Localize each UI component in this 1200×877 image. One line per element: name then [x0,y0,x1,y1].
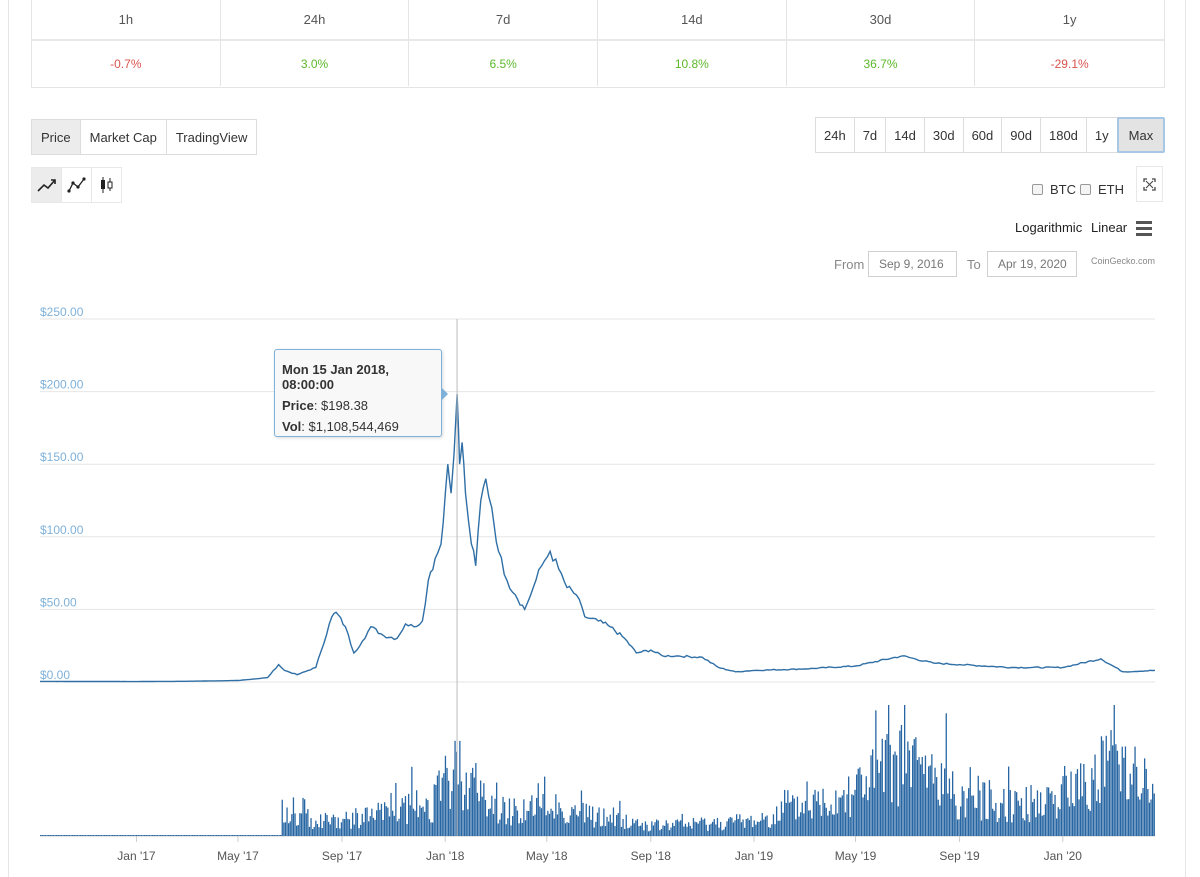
perf-header-24h: 24h [220,0,410,41]
to-label: To [967,257,981,272]
tab-tradingview[interactable]: TradingView [165,119,258,155]
perf-header-1y: 1y [975,0,1164,41]
range-buttons: 24h 7d 14d 30d 60d 90d 180d 1y Max [815,117,1166,153]
tooltip-title: Mon 15 Jan 2018, 08:00:00 [282,362,389,392]
compare-eth-label: ETH [1098,182,1124,197]
hamburger-menu-icon[interactable] [1136,221,1152,236]
perf-value-1h: -0.7% [32,41,221,86]
logarithmic-toggle[interactable]: Logarithmic [1015,220,1083,235]
chart-type-buttons [31,167,122,203]
perf-header-1h: 1h [32,0,221,41]
tooltip-price-value: $198.38 [321,398,369,413]
tooltip-vol-label: Vol [282,419,302,434]
tab-price[interactable]: Price [31,119,81,155]
chart-tooltip: Mon 15 Jan 2018, 08:00:00 Price: $198.38… [274,349,442,437]
range-14d[interactable]: 14d [885,117,925,153]
from-label: From [834,257,865,272]
fullscreen-button[interactable] [1136,166,1163,202]
tooltip-pointer [442,388,448,400]
compare-eth-checkbox[interactable]: ETH [1080,182,1124,197]
chart-tabs: Price Market Cap TradingView [31,119,258,155]
compare-btc-checkbox[interactable]: BTC [1032,182,1076,197]
compare-btc-label: BTC [1050,182,1076,197]
range-60d[interactable]: 60d [962,117,1003,153]
checkbox-icon [1032,184,1043,195]
range-1y[interactable]: 1y [1085,117,1118,153]
tab-market-cap[interactable]: Market Cap [79,119,167,155]
perf-value-14d: 10.8% [598,41,787,86]
tooltip-vol-value: $1,108,544,469 [308,419,399,434]
perf-value-7d: 6.5% [409,41,598,86]
performance-table: 1h 24h 7d 14d 30d 1y -0.7% 3.0% 6.5% 10.8% 36.7% -2… [31,0,1165,88]
to-date-input[interactable]: Apr 19, 2020 [987,251,1077,277]
chart-credit: CoinGecko.com [1091,256,1156,266]
perf-header-14d: 14d [598,0,787,41]
tooltip-price-label: Price [282,398,314,413]
from-date-input[interactable]: Sep 9, 2016 [868,251,957,277]
checkbox-icon [1080,184,1091,195]
perf-header-30d: 30d [786,0,976,41]
point-line-chart-icon[interactable] [61,167,92,203]
perf-header-7d: 7d [409,0,598,41]
line-chart-icon[interactable] [31,167,62,203]
candlestick-icon[interactable] [91,167,122,203]
perf-value-30d: 36.7% [787,41,976,86]
content-frame [8,0,1186,877]
range-180d[interactable]: 180d [1039,117,1087,153]
perf-value-24h: 3.0% [221,41,410,86]
perf-value-1y: -29.1% [1050,56,1089,71]
range-max[interactable]: Max [1116,117,1166,153]
expand-icon [1143,177,1156,191]
range-24h[interactable]: 24h [815,117,855,153]
range-30d[interactable]: 30d [923,117,964,153]
range-90d[interactable]: 90d [1001,117,1041,153]
range-7d[interactable]: 7d [853,117,887,153]
linear-toggle[interactable]: Linear [1091,220,1128,235]
